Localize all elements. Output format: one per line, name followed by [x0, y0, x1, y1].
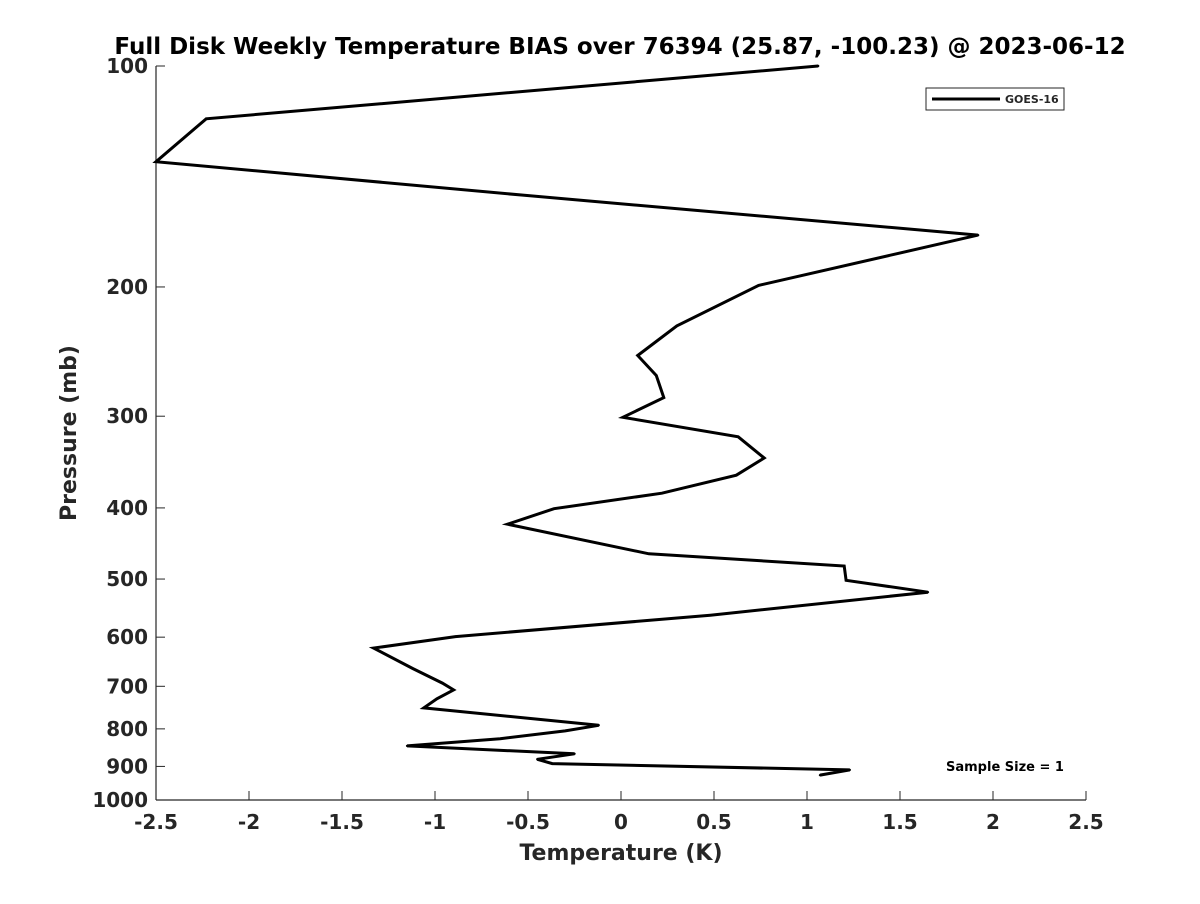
data-point	[405, 744, 409, 748]
chart-title: Full Disk Weekly Temperature BIAS over 7…	[114, 34, 1125, 60]
x-tick-label: -1	[424, 810, 446, 834]
data-point	[816, 64, 820, 68]
data-point	[372, 646, 375, 650]
data-point	[536, 758, 539, 761]
data-point	[848, 768, 851, 772]
data-point	[763, 456, 766, 460]
data-point	[154, 160, 158, 163]
data-point	[621, 416, 625, 419]
data-point	[523, 716, 526, 720]
x-tick-label: 2	[986, 810, 1000, 834]
x-tick-label: 1.5	[882, 810, 917, 834]
y-tick-label: 100	[106, 54, 148, 78]
legend-label-goes-16: GOES-16	[1005, 93, 1059, 106]
x-tick-label: -2.5	[134, 810, 178, 834]
data-point	[523, 194, 526, 197]
series-layer	[152, 64, 980, 777]
axes: -2.5 -2 -1.5 -1 -0.5 0 0.5 1 1.5 2 2.5 100 200 300 40…	[92, 54, 1103, 834]
data-point	[735, 474, 738, 477]
data-point	[411, 667, 414, 670]
x-tick-label: -2	[238, 810, 260, 834]
y-axis-label: Pressure (mb)	[57, 345, 82, 521]
y-tick-label: 500	[106, 567, 148, 591]
data-point	[205, 117, 208, 120]
y-tick-label: 300	[106, 404, 148, 428]
x-tick-label: -0.5	[506, 810, 550, 834]
data-point	[454, 635, 457, 638]
x-tick-label: -1.5	[320, 810, 364, 834]
data-point	[675, 324, 678, 328]
data-point	[422, 706, 426, 710]
data-point	[736, 435, 740, 438]
data-point	[435, 697, 439, 701]
data-point	[552, 507, 556, 510]
data-point	[506, 523, 509, 526]
data-point	[636, 354, 639, 357]
data-point	[597, 724, 600, 727]
data-point	[976, 233, 980, 237]
data-point	[655, 374, 658, 377]
x-ticks: -2.5 -2 -1.5 -1 -0.5 0 0.5 1 1.5 2 2.5	[134, 791, 1104, 834]
y-ticks: 100 200 300 400 500 600 700 800 900 1000	[92, 54, 165, 812]
y-tick-label: 700	[106, 674, 148, 698]
x-axis-label: Temperature (K)	[519, 841, 722, 866]
x-tick-label: 2.5	[1068, 810, 1103, 834]
data-point	[452, 688, 455, 692]
y-tick-label: 400	[106, 496, 148, 520]
x-tick-label: 0.5	[696, 810, 731, 834]
data-point	[550, 762, 554, 765]
data-point	[647, 552, 651, 556]
y-tick-label: 800	[106, 717, 148, 741]
y-tick-label: 1000	[92, 788, 148, 812]
y-tick-label: 200	[106, 275, 148, 299]
data-point	[660, 492, 664, 495]
x-tick-label: 1	[800, 810, 814, 834]
data-point	[498, 737, 502, 740]
sample-size-annotation: Sample Size = 1	[946, 760, 1064, 775]
data-point	[757, 284, 760, 287]
data-point	[818, 773, 822, 777]
data-point	[564, 729, 567, 733]
data-point	[926, 590, 930, 594]
legend: GOES-16	[925, 87, 1065, 111]
x-tick-label: 0	[614, 810, 628, 834]
data-point	[662, 396, 665, 399]
data-point	[573, 752, 576, 755]
y-tick-label: 900	[106, 754, 148, 778]
data-point	[441, 681, 444, 685]
data-point	[844, 579, 848, 582]
y-tick-label: 600	[106, 625, 148, 649]
data-point	[843, 564, 846, 568]
data-point	[709, 613, 712, 617]
